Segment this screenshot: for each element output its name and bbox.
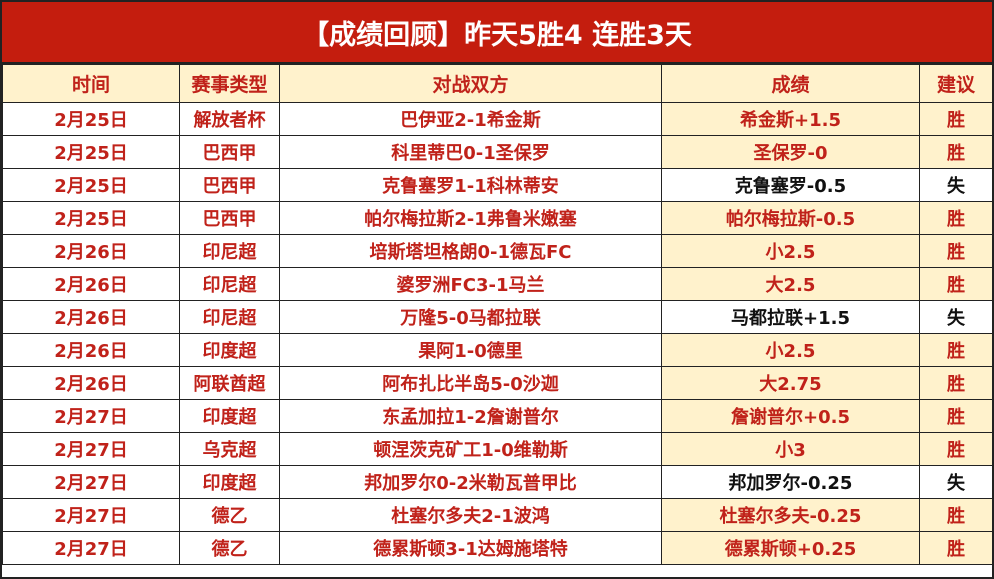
date-cell: 2月25日 — [2, 135, 180, 169]
date-cell: 2月26日 — [2, 300, 180, 334]
match-cell: 顿涅茨克矿工1-0维勒斯 — [279, 432, 662, 466]
table-row: 2月27日 印度超 东孟加拉1-2詹谢普尔 詹谢普尔+0.5 胜 — [2, 399, 993, 433]
date-cell: 2月26日 — [2, 234, 180, 268]
header-pick: 成绩 — [661, 64, 920, 103]
pick-cell: 詹谢普尔+0.5 — [661, 399, 920, 433]
result-cell: 胜 — [919, 531, 993, 565]
pick-cell: 大2.75 — [661, 366, 920, 400]
pick-cell: 小3 — [661, 432, 920, 466]
league-cell: 阿联酋超 — [179, 366, 280, 400]
pick-cell: 小2.5 — [661, 333, 920, 367]
table-row: 2月27日 印度超 邦加罗尔0-2米勒瓦普甲比 邦加罗尔-0.25 失 — [2, 465, 993, 499]
league-cell: 解放者杯 — [179, 102, 280, 136]
date-cell: 2月25日 — [2, 102, 180, 136]
header-date: 时间 — [2, 64, 180, 103]
match-cell: 克鲁塞罗1-1科林蒂安 — [279, 168, 662, 202]
table-row: 2月25日 解放者杯 巴伊亚2-1希金斯 希金斯+1.5 胜 — [2, 102, 993, 136]
match-cell: 万隆5-0马都拉联 — [279, 300, 662, 334]
pick-cell: 杜塞尔多夫-0.25 — [661, 498, 920, 532]
result-cell: 胜 — [919, 333, 993, 367]
league-cell: 德乙 — [179, 531, 280, 565]
match-cell: 培斯塔坦格朗0-1德瓦FC — [279, 234, 662, 268]
pick-cell: 大2.5 — [661, 267, 920, 301]
league-cell: 巴西甲 — [179, 135, 280, 169]
pick-cell: 小2.5 — [661, 234, 920, 268]
table-row: 2月27日 乌克超 顿涅茨克矿工1-0维勒斯 小3 胜 — [2, 432, 993, 466]
result-cell: 胜 — [919, 399, 993, 433]
pick-cell: 马都拉联+1.5 — [661, 300, 920, 334]
date-cell: 2月25日 — [2, 201, 180, 235]
header-match: 对战双方 — [279, 64, 662, 103]
result-cell: 胜 — [919, 366, 993, 400]
league-cell: 德乙 — [179, 498, 280, 532]
header-result: 建议 — [919, 64, 993, 103]
table-row: 2月27日 德乙 德累斯顿3-1达姆施塔特 德累斯顿+0.25 胜 — [2, 531, 993, 565]
result-cell: 失 — [919, 168, 993, 202]
match-cell: 德累斯顿3-1达姆施塔特 — [279, 531, 662, 565]
match-cell: 果阿1-0德里 — [279, 333, 662, 367]
date-cell: 2月27日 — [2, 465, 180, 499]
date-cell: 2月27日 — [2, 531, 180, 565]
match-cell: 帕尔梅拉斯2-1弗鲁米嫩塞 — [279, 201, 662, 235]
table-row: 2月27日 德乙 杜塞尔多夫2-1波鸿 杜塞尔多夫-0.25 胜 — [2, 498, 993, 532]
league-cell: 印度超 — [179, 399, 280, 433]
league-cell: 乌克超 — [179, 432, 280, 466]
match-cell: 巴伊亚2-1希金斯 — [279, 102, 662, 136]
pick-cell: 德累斯顿+0.25 — [661, 531, 920, 565]
header-row: 时间 赛事类型 对战双方 成绩 建议 — [2, 64, 993, 103]
league-cell: 巴西甲 — [179, 201, 280, 235]
header-league: 赛事类型 — [179, 64, 280, 103]
date-cell: 2月26日 — [2, 267, 180, 301]
pick-cell: 圣保罗-0 — [661, 135, 920, 169]
result-cell: 胜 — [919, 201, 993, 235]
table-row: 2月25日 巴西甲 克鲁塞罗1-1科林蒂安 克鲁塞罗-0.5 失 — [2, 168, 993, 202]
match-cell: 阿布扎比半岛5-0沙迦 — [279, 366, 662, 400]
pick-cell: 希金斯+1.5 — [661, 102, 920, 136]
result-cell: 胜 — [919, 135, 993, 169]
match-cell: 邦加罗尔0-2米勒瓦普甲比 — [279, 465, 662, 499]
date-cell: 2月26日 — [2, 366, 180, 400]
result-cell: 胜 — [919, 498, 993, 532]
table-row: 2月25日 巴西甲 帕尔梅拉斯2-1弗鲁米嫩塞 帕尔梅拉斯-0.5 胜 — [2, 201, 993, 235]
table-row: 2月26日 印尼超 万隆5-0马都拉联 马都拉联+1.5 失 — [2, 300, 993, 334]
table-row: 2月26日 印度超 果阿1-0德里 小2.5 胜 — [2, 333, 993, 367]
league-cell: 印尼超 — [179, 234, 280, 268]
pick-cell: 帕尔梅拉斯-0.5 — [661, 201, 920, 235]
league-cell: 印尼超 — [179, 267, 280, 301]
result-cell: 胜 — [919, 432, 993, 466]
result-cell: 胜 — [919, 267, 993, 301]
league-cell: 印尼超 — [179, 300, 280, 334]
panel-title: 【成绩回顾】昨天5胜4 连胜3天 — [2, 2, 992, 64]
table-row: 2月25日 巴西甲 科里蒂巴0-1圣保罗 圣保罗-0 胜 — [2, 135, 993, 169]
table-row: 2月26日 印尼超 婆罗洲FC3-1马兰 大2.5 胜 — [2, 267, 993, 301]
results-table: 时间 赛事类型 对战双方 成绩 建议 2月25日 解放者杯 巴伊亚2-1希金斯 希金斯… — [2, 64, 993, 565]
date-cell: 2月25日 — [2, 168, 180, 202]
league-cell: 巴西甲 — [179, 168, 280, 202]
league-cell: 印度超 — [179, 465, 280, 499]
table-row: 2月26日 阿联酋超 阿布扎比半岛5-0沙迦 大2.75 胜 — [2, 366, 993, 400]
match-cell: 婆罗洲FC3-1马兰 — [279, 267, 662, 301]
date-cell: 2月26日 — [2, 333, 180, 367]
result-cell: 胜 — [919, 234, 993, 268]
date-cell: 2月27日 — [2, 399, 180, 433]
match-cell: 东孟加拉1-2詹谢普尔 — [279, 399, 662, 433]
league-cell: 印度超 — [179, 333, 280, 367]
date-cell: 2月27日 — [2, 498, 180, 532]
result-cell: 失 — [919, 300, 993, 334]
pick-cell: 邦加罗尔-0.25 — [661, 465, 920, 499]
result-cell: 胜 — [919, 102, 993, 136]
match-cell: 杜塞尔多夫2-1波鸿 — [279, 498, 662, 532]
table-row: 2月26日 印尼超 培斯塔坦格朗0-1德瓦FC 小2.5 胜 — [2, 234, 993, 268]
date-cell: 2月27日 — [2, 432, 180, 466]
result-cell: 失 — [919, 465, 993, 499]
match-cell: 科里蒂巴0-1圣保罗 — [279, 135, 662, 169]
pick-cell: 克鲁塞罗-0.5 — [661, 168, 920, 202]
